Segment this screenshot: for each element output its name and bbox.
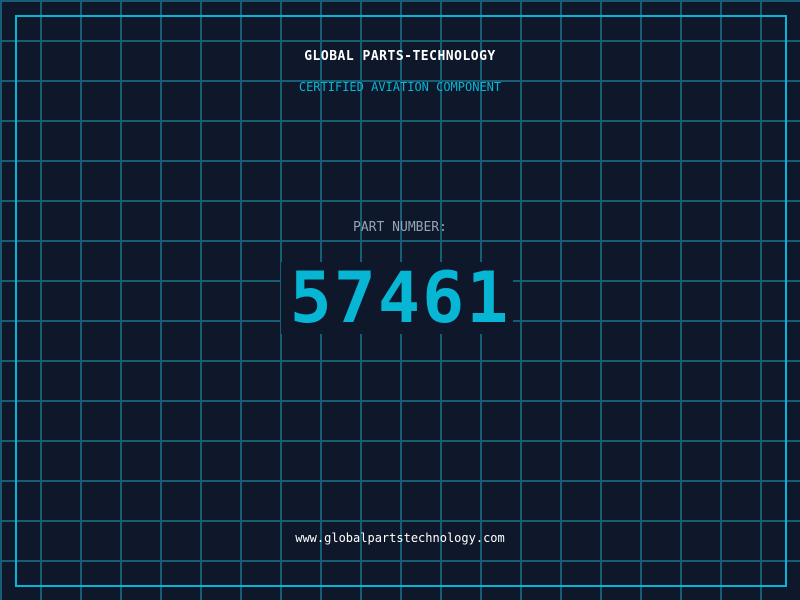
website-link[interactable]: www.globalpartstechnology.com xyxy=(295,531,505,545)
part-number: 57461 xyxy=(289,257,511,339)
part-number-backdrop xyxy=(281,262,513,334)
subtitle: CERTIFIED AVIATION COMPONENT xyxy=(298,80,502,94)
part-number-label: PART NUMBER: xyxy=(353,220,447,235)
border-frame xyxy=(15,15,787,587)
brand-title: GLOBAL PARTS-TECHNOLOGY xyxy=(304,49,496,64)
